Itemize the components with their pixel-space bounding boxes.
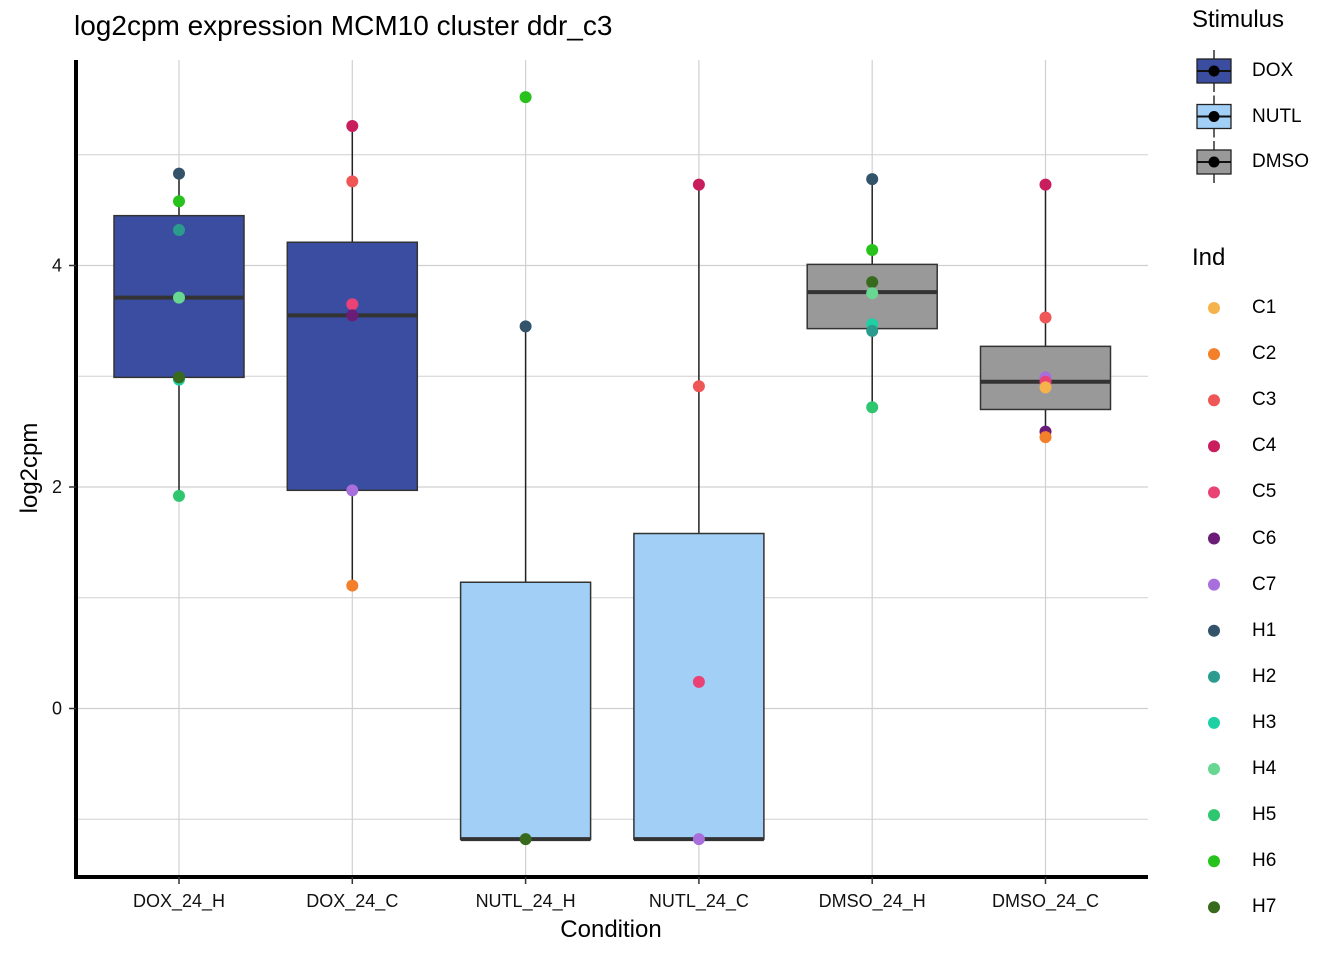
- legend-stimulus-point: [1208, 111, 1220, 122]
- data-point: [346, 309, 359, 322]
- legend-ind-label: H5: [1252, 804, 1277, 826]
- chart-title: log2cpm expression MCM10 cluster ddr_c3: [74, 10, 613, 41]
- box: [459, 581, 592, 840]
- box: [286, 241, 419, 492]
- y-tick-label: 0: [52, 699, 62, 719]
- data-point: [346, 579, 359, 592]
- x-axis-label: Condition: [560, 916, 662, 943]
- data-point: [866, 287, 879, 300]
- data-point: [866, 173, 879, 186]
- legend-ind-label: C4: [1252, 435, 1277, 457]
- data-point: [866, 324, 879, 337]
- legend-ind-swatch: [1208, 763, 1220, 775]
- legend-ind-swatch: [1208, 532, 1220, 545]
- legend-ind-swatch: [1208, 855, 1220, 868]
- legend-stimulus-label: DMSO: [1252, 151, 1309, 172]
- legend-ind-label: C7: [1252, 573, 1277, 595]
- x-tick-label: DOX_24_C: [306, 891, 398, 912]
- legend-ind-label: H1: [1252, 619, 1277, 641]
- y-tick-label: 4: [52, 256, 62, 276]
- legend-ind-title: Ind: [1192, 244, 1226, 271]
- x-tick-label: NUTL_24_C: [649, 891, 749, 912]
- legend-ind-swatch: [1208, 348, 1220, 361]
- data-point: [519, 320, 532, 333]
- data-point: [173, 224, 185, 237]
- legend-ind-label: H4: [1252, 758, 1277, 779]
- legend-ind-label: H3: [1252, 711, 1277, 733]
- data-point: [519, 833, 532, 846]
- data-point: [173, 195, 185, 208]
- boxes: [113, 214, 1112, 842]
- x-tick-label: DMSO_24_H: [819, 891, 926, 912]
- legend-ind-label: H6: [1252, 850, 1277, 872]
- data-point: [692, 833, 705, 846]
- legend-ind-label: C5: [1252, 481, 1277, 503]
- legend-ind-label: C2: [1252, 343, 1277, 365]
- legend-ind-label: C3: [1252, 389, 1277, 411]
- data-point: [692, 380, 705, 393]
- legend-ind-swatch: [1208, 578, 1220, 591]
- data-point: [173, 291, 185, 304]
- axes: 0 2 4 DOX_24_H DOX_24_C NUTL_24_H NUTL_24_C DMS…: [52, 60, 1148, 912]
- legend-stimulus-point: [1208, 156, 1220, 168]
- data-point: [173, 489, 185, 502]
- data-point: [866, 401, 879, 414]
- legend-ind-label: C1: [1252, 297, 1277, 318]
- legend-ind-swatch: [1208, 302, 1220, 314]
- legend-ind-swatch: [1208, 624, 1220, 637]
- legend-ind-swatch: [1208, 670, 1220, 683]
- data-point: [692, 675, 705, 688]
- data-point: [1039, 311, 1052, 324]
- data-point: [692, 178, 705, 191]
- data-point: [866, 243, 879, 256]
- data-point: [519, 91, 532, 104]
- legend-ind-label: C6: [1252, 527, 1277, 549]
- legend-ind-label: H7: [1252, 896, 1277, 918]
- legend-ind-swatch: [1208, 901, 1220, 914]
- data-point: [346, 298, 359, 311]
- data-point: [1039, 431, 1052, 444]
- legend-ind-swatch: [1208, 809, 1220, 822]
- data-point: [1039, 381, 1052, 394]
- data-point: [173, 167, 185, 180]
- legend-ind-swatch: [1208, 440, 1220, 453]
- data-point: [346, 119, 359, 132]
- legend-stimulus-label: NUTL: [1252, 105, 1302, 127]
- data-point: [173, 371, 185, 384]
- legend-stimulus-title: Stimulus: [1192, 6, 1285, 33]
- x-tick-label: NUTL_24_H: [476, 891, 576, 912]
- data-point: [866, 276, 879, 289]
- legend-stimulus-label: DOX: [1252, 60, 1294, 81]
- data-point: [1039, 178, 1052, 191]
- y-tick-label: 2: [52, 477, 62, 497]
- data-points: [173, 91, 1052, 846]
- legend-ind-swatch: [1208, 394, 1220, 407]
- legend-ind-swatch: [1208, 716, 1220, 729]
- x-tick-label: DMSO_24_C: [992, 891, 1099, 912]
- data-point: [346, 484, 359, 497]
- x-tick-label: DOX_24_H: [133, 891, 225, 912]
- legend-ind-label: H2: [1252, 665, 1277, 687]
- grid: [76, 60, 1148, 877]
- legend-stimulus-point: [1208, 65, 1220, 77]
- legend-ind-swatch: [1208, 486, 1220, 499]
- data-point: [346, 175, 359, 188]
- legend-keys: [1196, 50, 1232, 914]
